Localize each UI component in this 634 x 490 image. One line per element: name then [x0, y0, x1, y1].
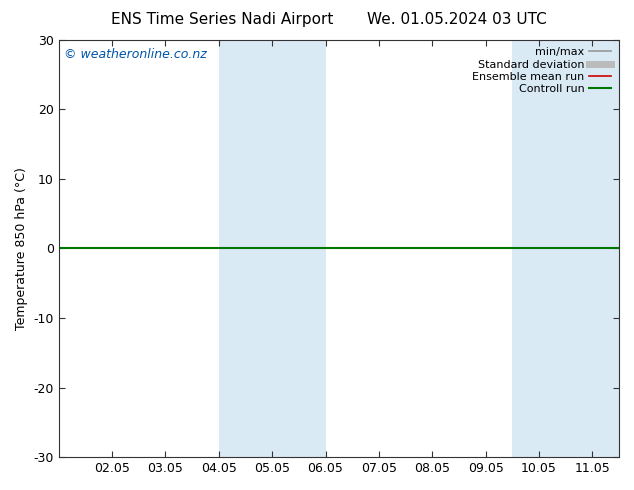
- Text: We. 01.05.2024 03 UTC: We. 01.05.2024 03 UTC: [366, 12, 547, 27]
- Text: ENS Time Series Nadi Airport: ENS Time Series Nadi Airport: [111, 12, 333, 27]
- Bar: [566, 40, 619, 457]
- Bar: [272, 40, 325, 457]
- Legend: min/max, Standard deviation, Ensemble mean run, Controll run: min/max, Standard deviation, Ensemble me…: [468, 43, 616, 98]
- Y-axis label: Temperature 850 hPa (°C): Temperature 850 hPa (°C): [15, 167, 28, 330]
- Bar: [219, 40, 272, 457]
- Bar: [512, 40, 566, 457]
- Text: © weatheronline.co.nz: © weatheronline.co.nz: [65, 48, 207, 61]
